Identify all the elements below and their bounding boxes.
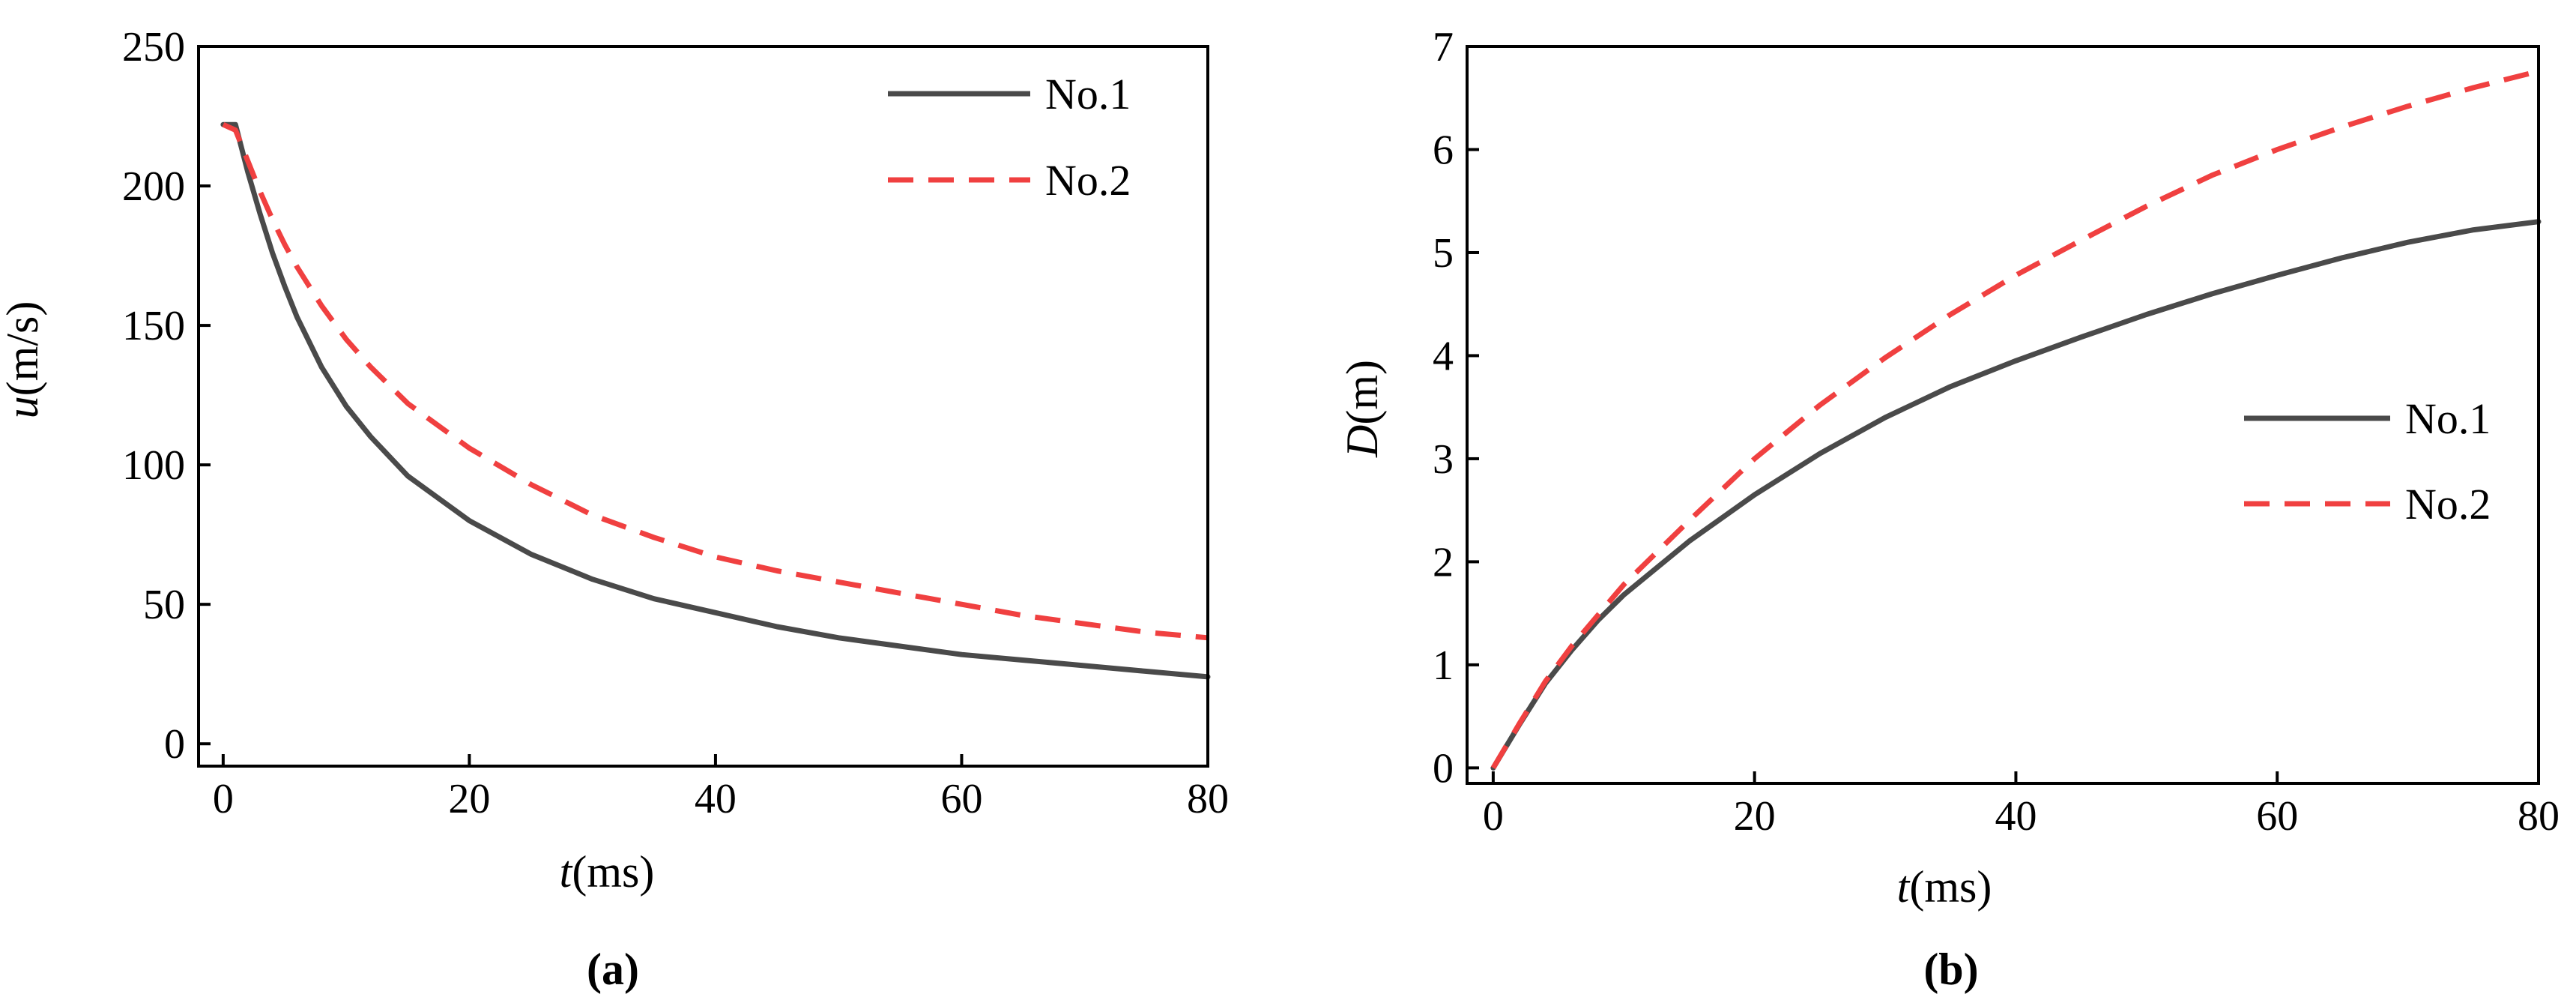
panel-b-x-tick-label: 20 [1734,793,1776,840]
panel-a-x-tick-label: 20 [448,776,490,822]
panel-b-y-tick-label: 1 [1433,642,1454,689]
panel-a-velocity-chart: 0 20 40 60 80 0 50 100 150 200 250 No.1 No.2 u(m/s)… [0,24,1229,994]
panel-a-plot-frame [197,45,1209,768]
panel-b-plot-frame [1466,45,2540,785]
panel-b-y-tick-label: 5 [1433,230,1454,277]
panel-b-legend-label-2: No.2 [2405,480,2491,528]
panel-b-legend: No.1 No.2 [2244,394,2491,528]
panel-a-x-tick-label: 40 [695,776,737,822]
panel-a-y-tick-label: 150 [122,303,185,349]
panel-a-y-axis-label: u(m/s) [0,301,47,419]
panel-a-legend-label-1: No.1 [1045,70,1131,118]
panel-a-x-axis-label: t(ms) [560,847,655,897]
panel-b-x-tick-label: 40 [1995,793,2037,840]
panel-a-series-2-line [222,122,1209,641]
panel-b-displacement-chart: 0 20 40 60 80 0 1 2 3 4 5 6 7 No.1 No.2 D(m) t(ms) (b… [1337,24,2560,994]
panel-b-x-tick-label: 0 [1483,793,1504,840]
panel-b-y-tick-label: 4 [1433,333,1454,379]
panel-b-x-axis-label: t(ms) [1897,862,1992,912]
panel-a-y-tick-label: 0 [164,721,185,768]
panel-b-label: (b) [1923,945,1978,994]
panel-a-ticks: 0 20 40 60 80 0 50 100 150 200 250 [122,24,1229,822]
panel-b-series-1-line [1490,219,2542,771]
panel-b-y-tick-label: 2 [1433,539,1454,585]
panel-b-x-tick-label: 80 [2518,793,2560,840]
panel-a-legend: No.1 No.2 [888,70,1131,205]
panel-a-series-1-line [220,121,1211,680]
panel-b-legend-label-1: No.1 [2405,394,2491,443]
panel-b-y-tick-label: 7 [1433,24,1454,70]
panel-b-y-tick-label: 6 [1433,127,1454,173]
panel-a-x-tick-label: 60 [940,776,982,822]
panel-b-plot-lines [1490,68,2542,771]
panel-a-legend-label-2: No.2 [1045,156,1131,205]
panel-a-y-tick-label: 250 [122,24,185,70]
panel-b-y-axis-label: D(m) [1337,360,1387,458]
panel-b-series-2-line [1490,68,2539,770]
panel-a-plot-lines [220,121,1211,680]
panel-a-y-tick-label: 200 [122,163,185,210]
panel-b-y-tick-label: 0 [1433,745,1454,792]
panel-b-x-tick-label: 60 [2256,793,2298,840]
panel-b-y-tick-label: 3 [1433,436,1454,483]
panel-a-label: (a) [587,945,639,994]
panel-a-y-tick-label: 100 [122,442,185,489]
panel-a-x-tick-label: 0 [213,776,234,822]
panel-b-ticks: 0 20 40 60 80 0 1 2 3 4 5 6 7 [1433,24,2560,840]
panel-a-y-tick-label: 50 [143,582,185,628]
panel-a-x-tick-label: 80 [1187,776,1229,822]
